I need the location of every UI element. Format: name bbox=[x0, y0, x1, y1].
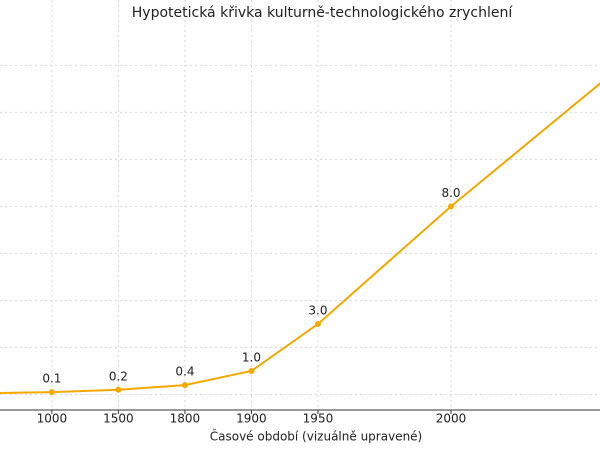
point bbox=[48, 389, 55, 396]
value-label: 8.0 bbox=[441, 186, 460, 200]
x-axis-label: Časové období (vizuálně upravené) bbox=[210, 429, 422, 444]
x-tick-label: 1800 bbox=[170, 412, 201, 426]
value-label: 0.4 bbox=[175, 365, 194, 379]
value-label: 0.1 bbox=[42, 372, 61, 386]
chart-title: Hypotetická křivka kulturně-technologick… bbox=[132, 5, 514, 21]
point bbox=[314, 320, 321, 327]
point bbox=[115, 386, 122, 393]
x-tick-label: 1000 bbox=[37, 412, 68, 426]
point bbox=[181, 382, 188, 389]
plot-area bbox=[0, 82, 600, 396]
x-tick-label: 1950 bbox=[303, 412, 334, 426]
x-tick-label: 2000 bbox=[436, 412, 467, 426]
x-tick-label: 1900 bbox=[236, 412, 267, 426]
point bbox=[248, 367, 255, 374]
grid bbox=[0, 0, 600, 410]
value-label: 1.0 bbox=[242, 350, 261, 364]
point bbox=[447, 203, 454, 210]
x-tick-label: 1500 bbox=[103, 412, 134, 426]
line bbox=[0, 82, 600, 395]
value-label: 3.0 bbox=[308, 303, 327, 317]
value-label: 0.2 bbox=[109, 369, 128, 383]
